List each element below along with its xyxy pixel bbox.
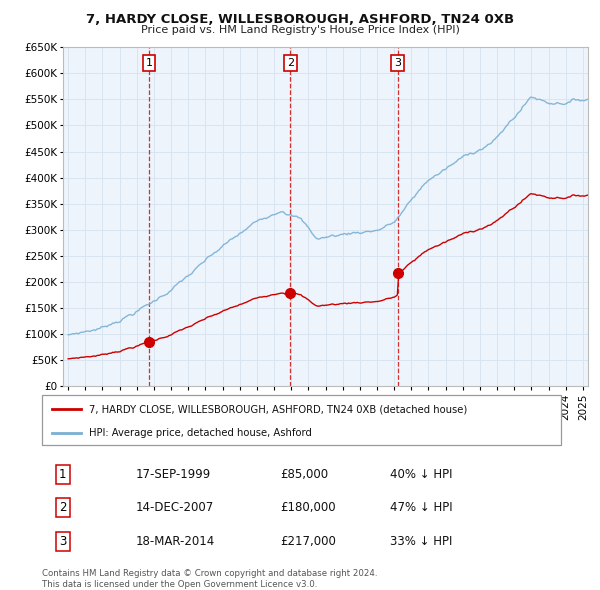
Text: 18-MAR-2014: 18-MAR-2014 — [136, 535, 215, 548]
Text: 1: 1 — [145, 58, 152, 68]
Text: 2: 2 — [287, 58, 294, 68]
Text: £217,000: £217,000 — [281, 535, 337, 548]
Text: 33% ↓ HPI: 33% ↓ HPI — [390, 535, 452, 548]
Text: HPI: Average price, detached house, Ashford: HPI: Average price, detached house, Ashf… — [89, 428, 311, 438]
Text: 7, HARDY CLOSE, WILLESBOROUGH, ASHFORD, TN24 0XB: 7, HARDY CLOSE, WILLESBOROUGH, ASHFORD, … — [86, 13, 514, 26]
Text: 3: 3 — [59, 535, 67, 548]
Text: 2: 2 — [59, 501, 67, 514]
Text: Contains HM Land Registry data © Crown copyright and database right 2024.
This d: Contains HM Land Registry data © Crown c… — [42, 569, 377, 589]
Text: Price paid vs. HM Land Registry's House Price Index (HPI): Price paid vs. HM Land Registry's House … — [140, 25, 460, 35]
Text: 14-DEC-2007: 14-DEC-2007 — [136, 501, 214, 514]
Text: 3: 3 — [394, 58, 401, 68]
Text: 17-SEP-1999: 17-SEP-1999 — [136, 468, 211, 481]
Text: £180,000: £180,000 — [281, 501, 337, 514]
Text: 7, HARDY CLOSE, WILLESBOROUGH, ASHFORD, TN24 0XB (detached house): 7, HARDY CLOSE, WILLESBOROUGH, ASHFORD, … — [89, 404, 467, 414]
FancyBboxPatch shape — [42, 395, 561, 445]
Text: 1: 1 — [59, 468, 67, 481]
Text: 40% ↓ HPI: 40% ↓ HPI — [390, 468, 452, 481]
Text: £85,000: £85,000 — [281, 468, 329, 481]
Text: 47% ↓ HPI: 47% ↓ HPI — [390, 501, 452, 514]
